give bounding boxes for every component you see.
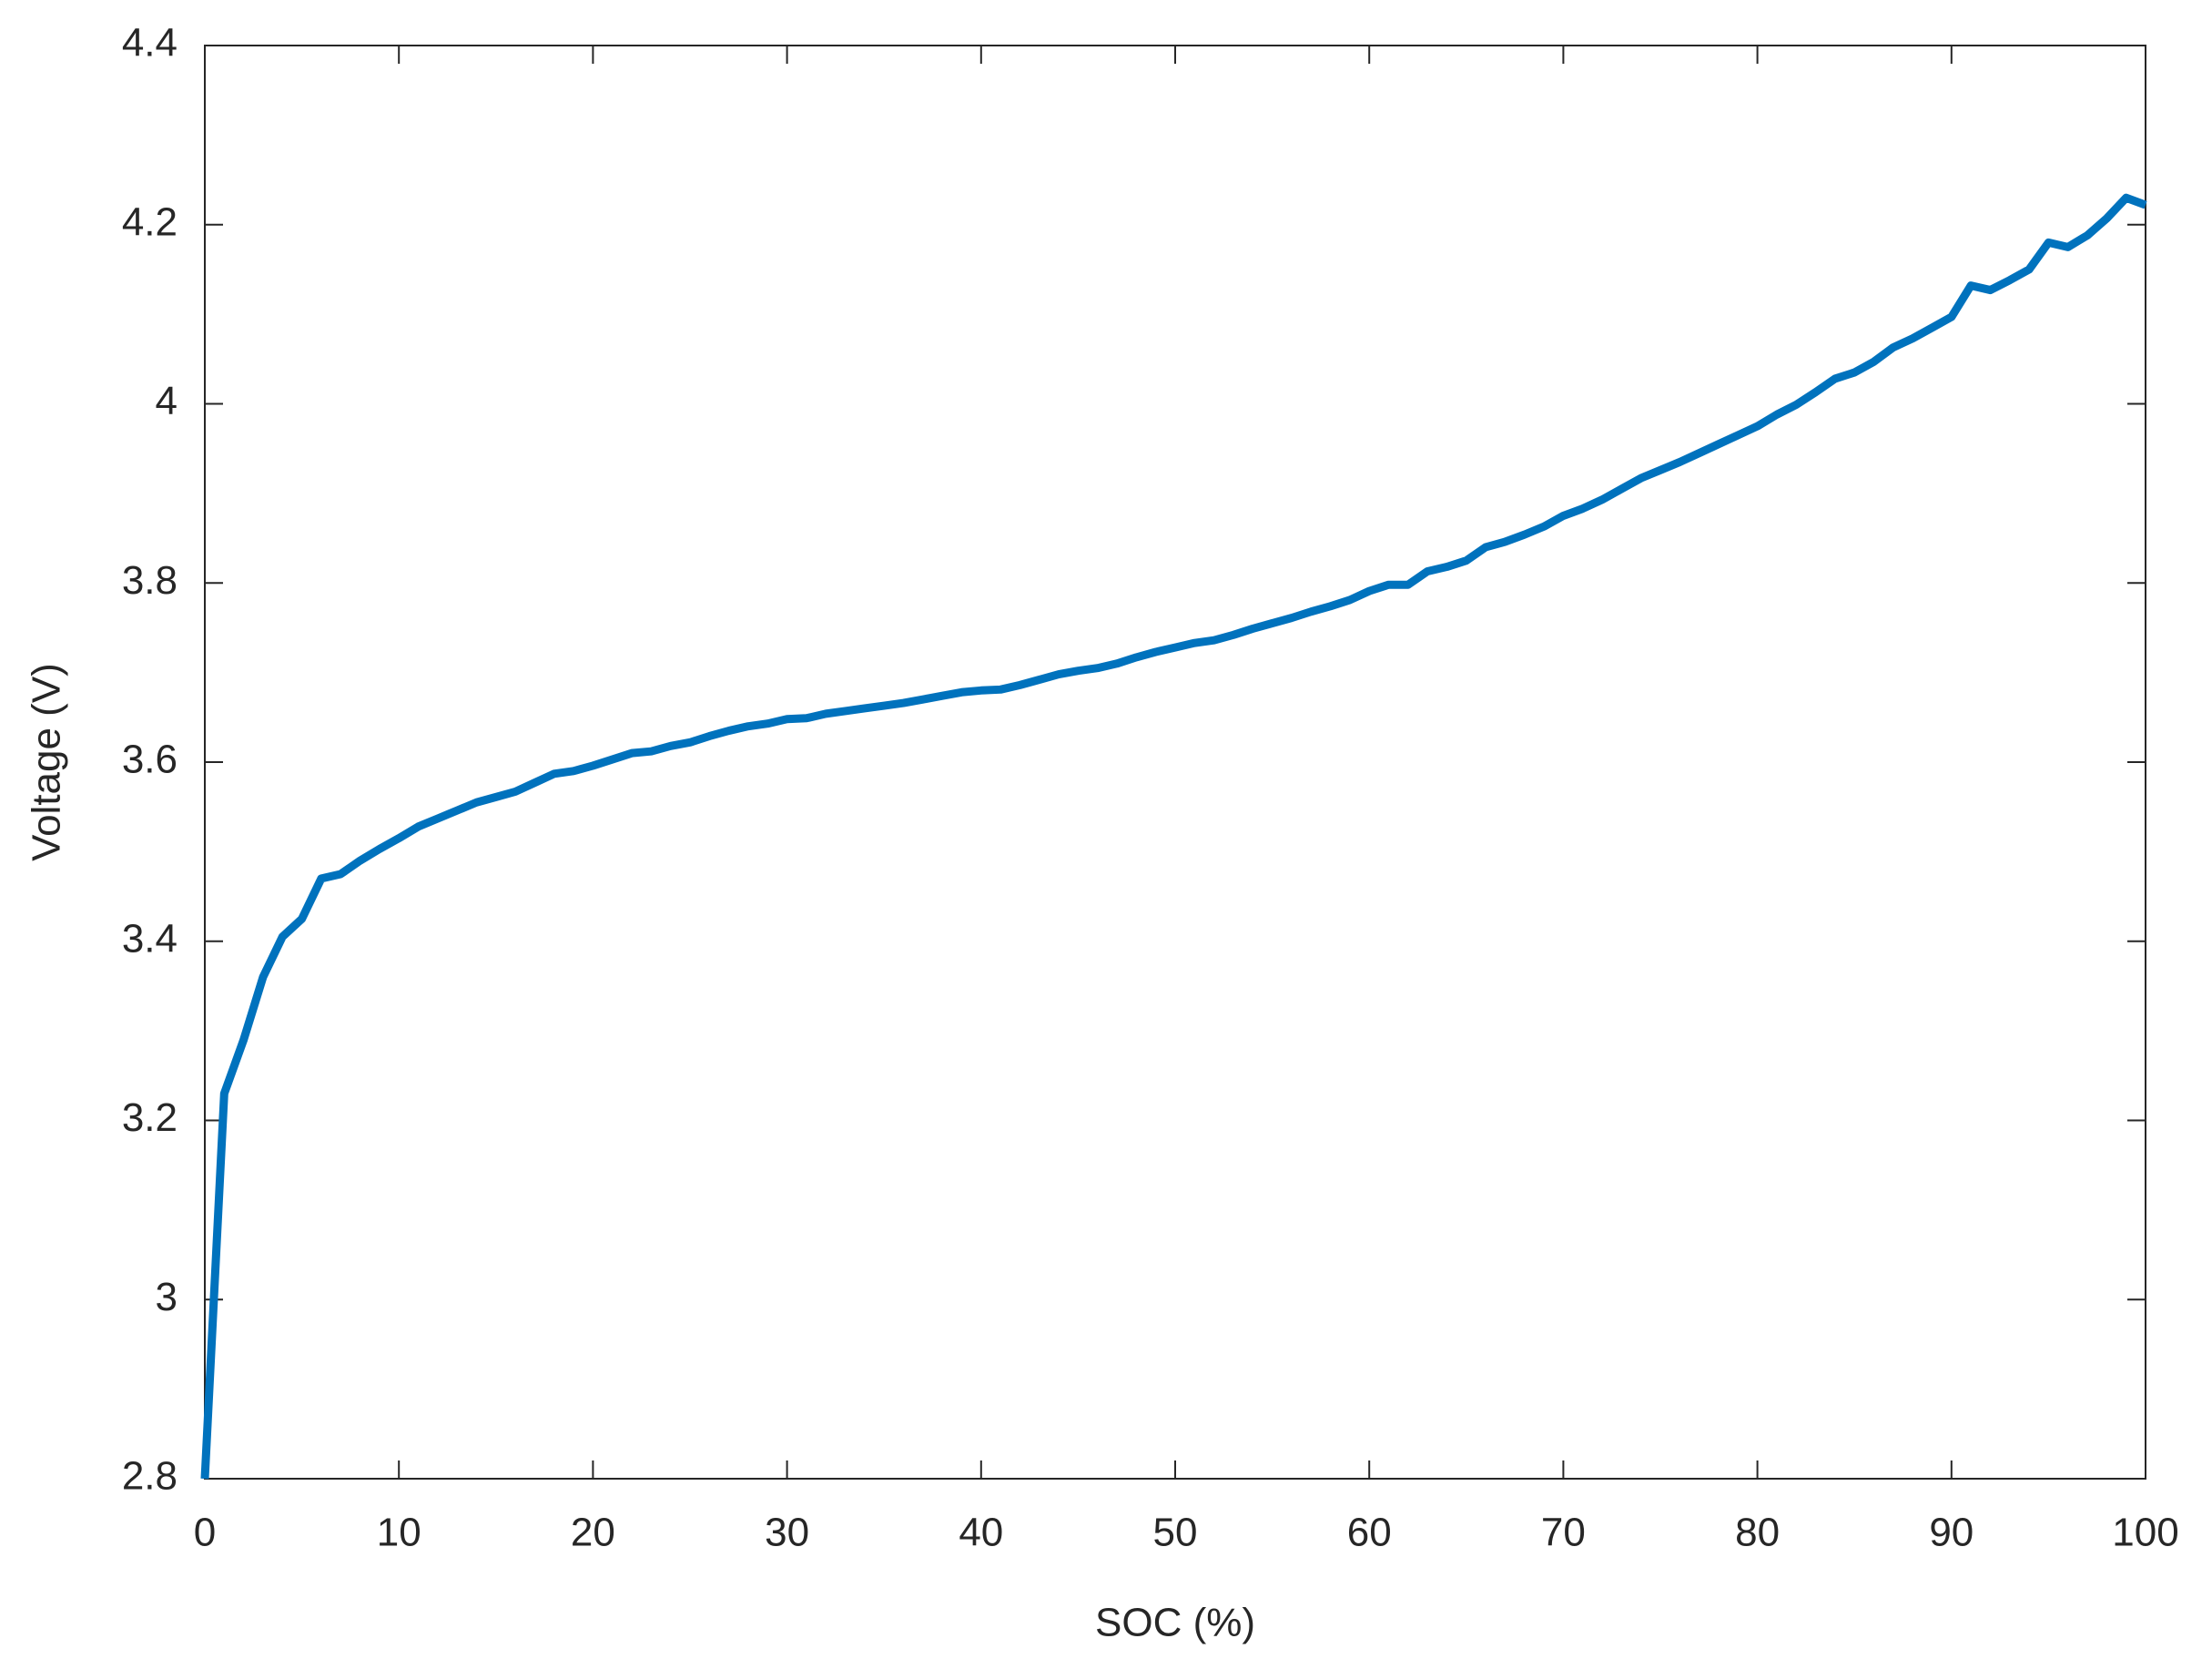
y-tick-label: 4.2 xyxy=(122,199,178,244)
data-line xyxy=(200,193,2147,1480)
x-tick-label: 0 xyxy=(194,1511,216,1555)
plot-frame xyxy=(204,45,2146,1480)
y-tick-label: 3 xyxy=(156,1275,178,1319)
y-tick-label: 3.6 xyxy=(122,738,178,782)
y-tick-label: 2.8 xyxy=(122,1454,178,1499)
y-tick-label: 3.2 xyxy=(122,1095,178,1140)
x-tick-label: 20 xyxy=(571,1511,615,1555)
y-tick-label: 3.4 xyxy=(122,916,178,961)
y-tick-label: 4.4 xyxy=(122,21,178,66)
x-tick-label: 30 xyxy=(765,1511,809,1555)
x-tick-label: 100 xyxy=(2112,1511,2178,1555)
x-tick-label: 80 xyxy=(1735,1511,1780,1555)
x-tick-label: 90 xyxy=(1929,1511,1974,1555)
x-tick-label: 70 xyxy=(1541,1511,1586,1555)
y-axis-label: Voltage (V) xyxy=(25,663,69,861)
y-tick-label: 4 xyxy=(156,379,178,423)
x-tick-label: 50 xyxy=(1153,1511,1198,1555)
y-tick-label: 3.8 xyxy=(122,558,178,603)
x-tick-label: 10 xyxy=(377,1511,421,1555)
x-axis-label: SOC (%) xyxy=(1095,1601,1255,1645)
x-tick-label: 40 xyxy=(959,1511,1003,1555)
x-tick-label: 60 xyxy=(1347,1511,1392,1555)
